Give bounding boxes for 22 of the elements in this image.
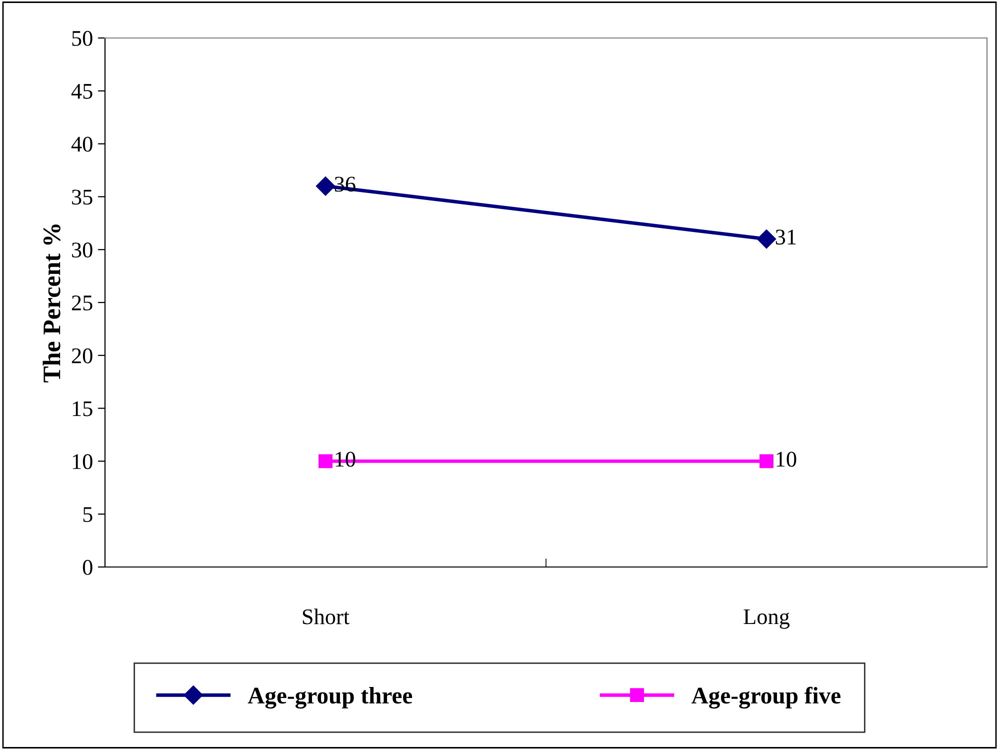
y-tick-label: 10	[72, 454, 92, 470]
legend-label: Age-group three	[248, 686, 412, 709]
y-tick-label: 40	[71, 136, 92, 152]
y-tick-label: 45	[71, 84, 92, 99]
y-axis-title: The Percent %	[42, 224, 60, 382]
data-label: 10	[776, 452, 796, 467]
y-tick-label: 20	[72, 348, 92, 364]
y-tick-label: 5	[83, 507, 92, 522]
y-tick-label: 35	[72, 190, 92, 205]
point	[316, 176, 336, 196]
point	[756, 229, 776, 249]
y-tick-label: 25	[72, 295, 92, 310]
x-tick-label: Long	[744, 609, 790, 629]
point	[318, 454, 332, 468]
y-tick-label: 15	[72, 401, 92, 416]
y-tick-label: 30	[72, 242, 92, 258]
legend-label: Age-group five	[692, 686, 840, 709]
y-tick-label: 50	[72, 30, 92, 46]
data-label: 31	[776, 230, 796, 245]
x-tick-label: Short	[302, 608, 350, 624]
y-tick-label: 0	[82, 560, 92, 575]
point	[760, 454, 774, 468]
